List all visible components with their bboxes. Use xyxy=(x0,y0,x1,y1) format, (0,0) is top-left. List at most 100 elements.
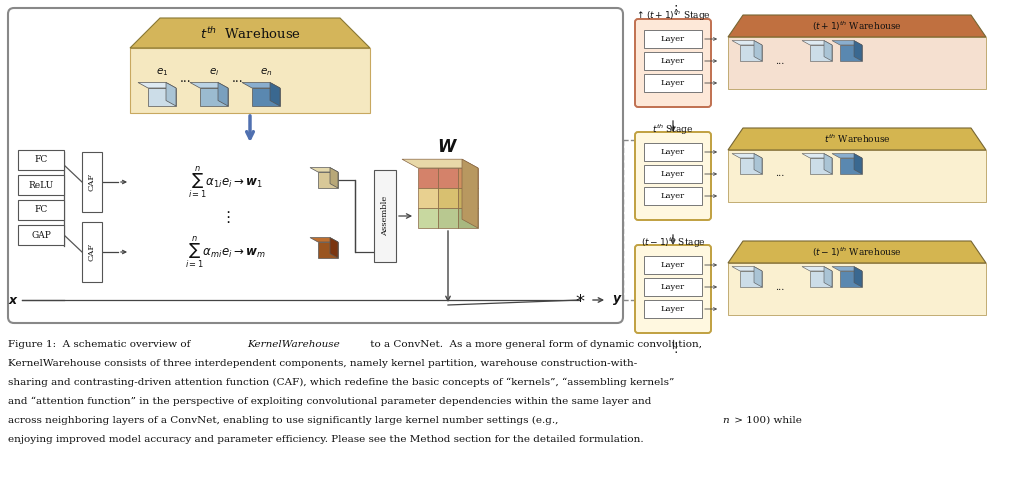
Text: GAP: GAP xyxy=(31,230,51,239)
Text: $t^{th}$ Warehouse: $t^{th}$ Warehouse xyxy=(823,133,890,145)
Text: Layer: Layer xyxy=(660,261,684,269)
Polygon shape xyxy=(809,158,831,174)
Text: to a ConvNet.  As a more general form of dynamic convolution,: to a ConvNet. As a more general form of … xyxy=(367,340,702,349)
Text: Layer: Layer xyxy=(660,57,684,65)
Text: $t^{th}$  Warehouse: $t^{th}$ Warehouse xyxy=(199,26,300,42)
Text: across neighboring layers of a ConvNet, enabling to use significantly large kern: across neighboring layers of a ConvNet, … xyxy=(8,416,561,425)
Text: Layer: Layer xyxy=(660,35,684,43)
Polygon shape xyxy=(823,41,831,61)
Polygon shape xyxy=(148,88,176,106)
Polygon shape xyxy=(270,83,280,106)
Bar xyxy=(643,74,702,92)
Text: $\boldsymbol{W}$: $\boldsymbol{W}$ xyxy=(437,139,458,156)
Bar xyxy=(438,188,458,208)
Polygon shape xyxy=(330,238,338,258)
Polygon shape xyxy=(801,41,831,45)
Text: KernelWarehouse: KernelWarehouse xyxy=(248,340,340,349)
Text: Assemble: Assemble xyxy=(380,196,388,236)
Text: $t^{th}$ Stage: $t^{th}$ Stage xyxy=(651,123,694,137)
FancyBboxPatch shape xyxy=(634,245,711,333)
Polygon shape xyxy=(809,45,831,61)
Text: $\vdots$: $\vdots$ xyxy=(219,209,229,225)
Text: ...: ... xyxy=(232,72,244,85)
Polygon shape xyxy=(727,128,985,150)
Bar xyxy=(18,150,64,170)
Bar xyxy=(643,278,702,296)
Polygon shape xyxy=(731,267,761,271)
Polygon shape xyxy=(853,153,861,174)
Text: $(t-1)^{th}$ Stage: $(t-1)^{th}$ Stage xyxy=(640,236,705,250)
Bar xyxy=(418,188,438,208)
Bar xyxy=(727,263,985,315)
Text: Layer: Layer xyxy=(660,79,684,87)
Text: $\vdots$: $\vdots$ xyxy=(668,3,676,17)
Text: ...: ... xyxy=(774,282,784,292)
Polygon shape xyxy=(801,153,831,158)
Text: $\boldsymbol{x}$: $\boldsymbol{x}$ xyxy=(8,293,19,306)
Polygon shape xyxy=(831,153,861,158)
Polygon shape xyxy=(839,158,861,174)
Text: ...: ... xyxy=(774,170,784,178)
Bar xyxy=(129,48,370,113)
Polygon shape xyxy=(317,172,338,188)
Text: CAF: CAF xyxy=(88,173,96,191)
Text: ...: ... xyxy=(180,72,192,85)
Polygon shape xyxy=(242,83,280,88)
Text: $e_n$: $e_n$ xyxy=(260,66,272,78)
Text: $\sum_{i=1}^{n}\alpha_{mi}e_i \rightarrow \boldsymbol{w}_m$: $\sum_{i=1}^{n}\alpha_{mi}e_i \rightarro… xyxy=(184,234,265,270)
Text: $e_1$: $e_1$ xyxy=(156,66,168,78)
Polygon shape xyxy=(129,18,370,48)
Bar xyxy=(418,208,438,228)
Bar xyxy=(643,143,702,161)
Text: enjoying improved model accuracy and parameter efficiency. Please see the Method: enjoying improved model accuracy and par… xyxy=(8,435,643,444)
Text: > 100) while: > 100) while xyxy=(730,416,801,425)
Text: and “attention function” in the perspective of exploiting convolutional paramete: and “attention function” in the perspect… xyxy=(8,397,651,406)
Polygon shape xyxy=(401,159,477,168)
Polygon shape xyxy=(753,41,761,61)
Text: CAF: CAF xyxy=(88,243,96,261)
Polygon shape xyxy=(727,15,985,37)
Text: ...: ... xyxy=(774,56,784,65)
Polygon shape xyxy=(801,267,831,271)
Bar xyxy=(374,170,395,262)
Polygon shape xyxy=(809,271,831,287)
Bar xyxy=(643,300,702,318)
FancyBboxPatch shape xyxy=(8,8,623,323)
Text: Layer: Layer xyxy=(660,170,684,178)
FancyBboxPatch shape xyxy=(634,132,711,220)
Polygon shape xyxy=(853,267,861,287)
Bar xyxy=(18,225,64,245)
Bar xyxy=(727,150,985,202)
Polygon shape xyxy=(739,271,761,287)
Polygon shape xyxy=(823,267,831,287)
Text: Layer: Layer xyxy=(660,305,684,313)
Text: Layer: Layer xyxy=(660,148,684,156)
Polygon shape xyxy=(309,238,338,242)
Bar xyxy=(643,52,702,70)
Text: sharing and contrasting-driven attention function (CAF), which redefine the basi: sharing and contrasting-driven attention… xyxy=(8,378,673,387)
Polygon shape xyxy=(831,41,861,45)
Bar xyxy=(643,256,702,274)
Text: KernelWarehouse consists of three interdependent components, namely kernel parti: KernelWarehouse consists of three interd… xyxy=(8,359,637,368)
Polygon shape xyxy=(753,267,761,287)
Bar xyxy=(643,187,702,205)
Polygon shape xyxy=(462,159,477,228)
Bar xyxy=(18,200,64,220)
Bar xyxy=(458,168,477,188)
Polygon shape xyxy=(317,242,338,258)
Text: Layer: Layer xyxy=(660,283,684,291)
Text: $*$: $*$ xyxy=(574,291,584,309)
Polygon shape xyxy=(731,41,761,45)
Polygon shape xyxy=(753,153,761,174)
Text: n: n xyxy=(722,416,728,425)
Bar xyxy=(643,165,702,183)
Bar xyxy=(458,188,477,208)
Polygon shape xyxy=(252,88,280,106)
Polygon shape xyxy=(839,271,861,287)
Text: $\uparrow(t+1)^{th}$ Stage: $\uparrow(t+1)^{th}$ Stage xyxy=(635,9,711,23)
Polygon shape xyxy=(739,45,761,61)
Text: $(t+1)^{th}$ Warehouse: $(t+1)^{th}$ Warehouse xyxy=(811,19,901,33)
Polygon shape xyxy=(739,158,761,174)
Polygon shape xyxy=(217,83,227,106)
Text: Figure 1:  A schematic overview of: Figure 1: A schematic overview of xyxy=(8,340,193,349)
